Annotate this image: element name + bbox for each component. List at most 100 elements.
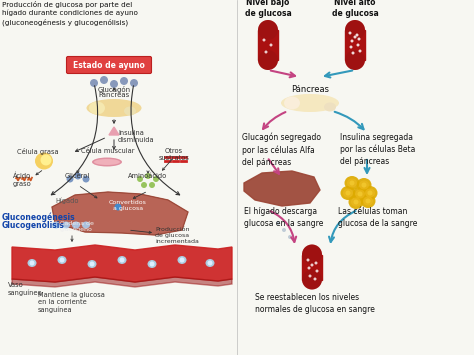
Ellipse shape — [367, 191, 373, 196]
Ellipse shape — [100, 76, 108, 84]
Ellipse shape — [141, 182, 147, 188]
Ellipse shape — [345, 20, 365, 40]
Ellipse shape — [356, 178, 372, 192]
Text: Páncreas: Páncreas — [291, 85, 329, 94]
Ellipse shape — [62, 222, 70, 229]
Ellipse shape — [153, 176, 159, 182]
Ellipse shape — [315, 262, 318, 264]
Ellipse shape — [208, 261, 212, 266]
Ellipse shape — [120, 77, 128, 85]
Polygon shape — [12, 277, 232, 287]
Ellipse shape — [130, 79, 138, 87]
Ellipse shape — [302, 269, 322, 289]
Ellipse shape — [258, 20, 278, 40]
Ellipse shape — [353, 187, 367, 201]
Ellipse shape — [60, 257, 64, 262]
Ellipse shape — [82, 222, 90, 229]
Ellipse shape — [276, 221, 280, 225]
Text: Estado de ayuno: Estado de ayuno — [73, 60, 145, 70]
Text: Páncreas: Páncreas — [99, 92, 129, 98]
Text: Cadena de
glucógeno: Cadena de glucógeno — [60, 221, 94, 233]
Ellipse shape — [137, 176, 143, 182]
Text: Nivel alto
de glucosa: Nivel alto de glucosa — [332, 0, 378, 18]
Text: Nivel bajo
de glucosa: Nivel bajo de glucosa — [245, 0, 292, 18]
Ellipse shape — [258, 20, 278, 40]
Ellipse shape — [356, 44, 359, 47]
Ellipse shape — [365, 198, 371, 203]
Ellipse shape — [90, 262, 94, 267]
Ellipse shape — [345, 176, 359, 190]
Ellipse shape — [145, 173, 151, 179]
Ellipse shape — [90, 79, 98, 87]
Ellipse shape — [343, 189, 353, 197]
Ellipse shape — [288, 235, 292, 239]
Ellipse shape — [35, 153, 53, 169]
Ellipse shape — [359, 180, 369, 190]
Text: Las células toman
glucosa de la sangre: Las células toman glucosa de la sangre — [338, 207, 418, 228]
Text: Célula grasa: Célula grasa — [17, 148, 59, 155]
Polygon shape — [258, 30, 278, 60]
Text: Se reestablecen los niveles
normales de glucosa en sangre: Se reestablecen los niveles normales de … — [255, 293, 375, 314]
Ellipse shape — [354, 200, 358, 204]
Ellipse shape — [27, 259, 36, 267]
Polygon shape — [302, 255, 322, 279]
Ellipse shape — [352, 51, 355, 55]
Ellipse shape — [349, 180, 355, 186]
Ellipse shape — [357, 38, 361, 40]
Ellipse shape — [350, 39, 354, 43]
Ellipse shape — [118, 256, 127, 264]
Ellipse shape — [66, 175, 73, 182]
Text: Convertidos
a glucosa: Convertidos a glucosa — [109, 200, 147, 211]
Ellipse shape — [264, 50, 267, 54]
Ellipse shape — [149, 182, 155, 188]
Polygon shape — [52, 192, 188, 235]
Ellipse shape — [347, 179, 357, 187]
Text: Producción de glucosa por parte del
hígado durante condiciones de ayuno
(glucone: Producción de glucosa por parte del híga… — [2, 1, 138, 26]
Ellipse shape — [307, 258, 310, 262]
Text: Glucogenólisis: Glucogenólisis — [2, 220, 65, 229]
Text: Ácido
graso: Ácido graso — [13, 173, 31, 187]
Ellipse shape — [358, 49, 362, 53]
Ellipse shape — [110, 80, 118, 88]
Ellipse shape — [74, 173, 82, 180]
Ellipse shape — [52, 222, 60, 229]
Ellipse shape — [147, 260, 156, 268]
Ellipse shape — [92, 158, 122, 166]
Ellipse shape — [258, 50, 278, 70]
Ellipse shape — [345, 50, 365, 70]
Text: Otros
sustratos: Otros sustratos — [159, 148, 190, 162]
Ellipse shape — [180, 257, 184, 262]
Ellipse shape — [316, 269, 319, 273]
Ellipse shape — [355, 190, 365, 198]
Ellipse shape — [363, 186, 377, 200]
Ellipse shape — [124, 106, 136, 115]
Polygon shape — [109, 127, 119, 135]
Ellipse shape — [362, 182, 366, 187]
Ellipse shape — [177, 256, 186, 264]
Ellipse shape — [302, 245, 322, 264]
Text: Insulina segregada
por las células Beta
del páncreas: Insulina segregada por las células Beta … — [340, 133, 415, 166]
Ellipse shape — [348, 32, 352, 34]
Text: Glicerol: Glicerol — [64, 173, 90, 179]
Ellipse shape — [206, 259, 215, 267]
Polygon shape — [244, 171, 320, 206]
Ellipse shape — [354, 36, 356, 38]
Ellipse shape — [349, 45, 353, 49]
Ellipse shape — [361, 194, 375, 208]
Ellipse shape — [284, 97, 300, 109]
Text: Insulina
disminuida: Insulina disminuida — [118, 130, 155, 143]
Ellipse shape — [281, 94, 339, 112]
FancyBboxPatch shape — [66, 56, 152, 73]
Ellipse shape — [40, 154, 52, 165]
Ellipse shape — [348, 195, 364, 209]
Ellipse shape — [88, 260, 97, 268]
Text: Hígado: Hígado — [55, 198, 79, 204]
Polygon shape — [345, 30, 365, 60]
Ellipse shape — [308, 267, 310, 269]
Ellipse shape — [365, 189, 375, 197]
Text: Vaso
sanguíneo: Vaso sanguíneo — [8, 282, 43, 296]
Ellipse shape — [263, 38, 265, 42]
Ellipse shape — [89, 102, 105, 115]
Polygon shape — [12, 245, 232, 282]
Ellipse shape — [313, 278, 317, 280]
